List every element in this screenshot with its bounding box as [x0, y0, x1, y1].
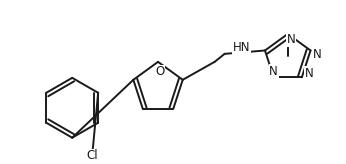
Text: N: N	[313, 48, 322, 61]
Text: Cl: Cl	[86, 149, 98, 162]
Text: HN: HN	[233, 41, 250, 54]
Text: O: O	[155, 65, 165, 78]
Text: N: N	[269, 65, 278, 78]
Text: N: N	[304, 67, 313, 80]
Text: N: N	[286, 33, 295, 46]
